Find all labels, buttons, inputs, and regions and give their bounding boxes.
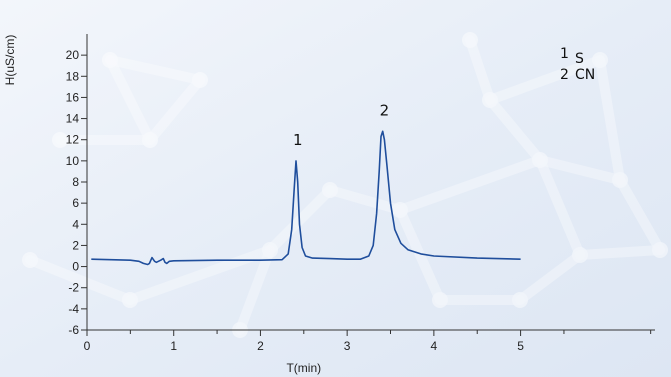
decor-atom [102, 52, 118, 68]
decor-atom [392, 202, 408, 218]
x-tick-label: 4 [431, 339, 438, 353]
y-tick-label: 6 [72, 196, 79, 210]
decor-bond [535, 155, 585, 260]
x-axis-title: T(min) [286, 361, 321, 375]
decor-bond [465, 35, 495, 105]
decor-atom [652, 242, 668, 258]
legend-entry-name: S [575, 51, 584, 67]
series-layer [91, 130, 521, 266]
y-tick-label: 12 [66, 133, 80, 147]
y-tick-label: -6 [68, 323, 79, 337]
series-line [91, 130, 521, 266]
x-tick-label: 2 [257, 339, 264, 353]
x-tick-label: 5 [517, 339, 524, 353]
y-tick-label: 14 [66, 112, 80, 126]
decor-bond [395, 205, 445, 305]
decor-atom [322, 182, 338, 198]
x-tick-label: 3 [344, 339, 351, 353]
decor-bond [515, 250, 585, 305]
decor-bond [395, 155, 545, 215]
decor-bond [615, 175, 665, 255]
y-tick-label: 18 [66, 69, 80, 83]
decor-atom [122, 292, 138, 308]
decor-bond [535, 155, 625, 185]
legend-entry-number: 1 [560, 46, 569, 62]
x-tick-label: 0 [84, 339, 91, 353]
y-tick-label: 4 [72, 217, 79, 231]
decor-bond [485, 55, 605, 105]
y-tick-label: 16 [66, 90, 80, 104]
x-tick-label: 1 [170, 339, 177, 353]
y-axis-title: H(uS/cm) [3, 35, 17, 86]
decor-atom [462, 32, 478, 48]
decor-bond [235, 245, 275, 335]
decor-bond [325, 185, 405, 215]
decor-atom [612, 172, 628, 188]
legend-entry-number: 2 [560, 67, 569, 83]
decor-bond [595, 55, 625, 185]
peak-label: 2 [380, 101, 390, 119]
decor-atom [482, 92, 498, 108]
decor-atom [262, 242, 278, 258]
decor-bond [105, 55, 205, 85]
decor-atom [512, 292, 528, 308]
y-tick-label: -2 [68, 281, 79, 295]
legend-entry-name: CN [575, 67, 595, 83]
y-tick-label: 10 [66, 154, 80, 168]
decor-atom [572, 247, 588, 263]
molecular-background-decoration [22, 32, 668, 338]
decor-bond [575, 245, 665, 260]
y-tick-label: 8 [72, 175, 79, 189]
decor-bond [105, 55, 155, 145]
decor-atom [192, 72, 208, 88]
peak-label: 1 [293, 131, 303, 149]
decor-bond [145, 75, 205, 145]
annotation-layer: 12 [293, 101, 389, 149]
decor-atom [532, 152, 548, 168]
decor-bond [125, 245, 275, 305]
y-tick-label: -4 [68, 302, 79, 316]
decor-bond [25, 255, 135, 305]
decor-atom [52, 132, 68, 148]
decor-atom [142, 132, 158, 148]
y-tick-label: 2 [72, 238, 79, 252]
decor-bond [485, 95, 545, 165]
decor-atom [592, 52, 608, 68]
y-tick-label: 0 [72, 260, 79, 274]
decor-atom [432, 292, 448, 308]
legend: 1 S2 CN [560, 46, 595, 83]
y-tick-label: 20 [66, 48, 80, 62]
decor-atom [22, 252, 38, 268]
